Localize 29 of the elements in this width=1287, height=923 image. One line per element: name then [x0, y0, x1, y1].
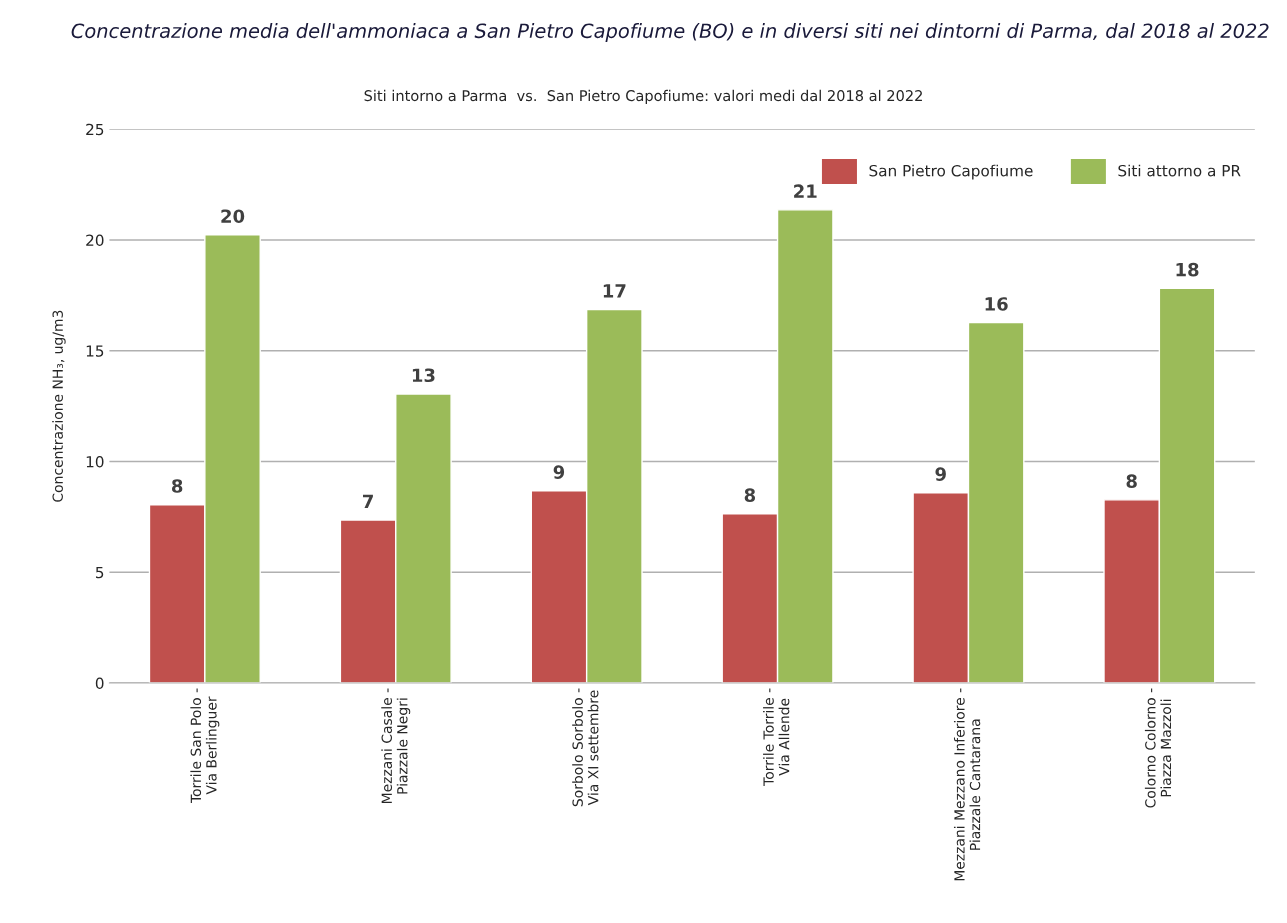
data-label: 9 — [935, 467, 946, 481]
y-tick-label: 0 — [95, 677, 104, 690]
data-label: 13 — [412, 368, 435, 383]
y-tick-label: 15 — [86, 345, 104, 357]
data-label: 8 — [744, 488, 756, 502]
x-tick-label: Sorbolo Sorbolo - Via XI settembre — [572, 688, 599, 807]
data-label: 8 — [1126, 474, 1137, 488]
data-label: 16 — [985, 297, 1008, 311]
x-tick-label: Colorno Colorno - Piazza Mazzoli — [1144, 688, 1172, 808]
x-tick-label: Torrile Torrile - Via Allende — [763, 688, 790, 786]
y-tick-label: 20 — [86, 234, 104, 246]
legend-label: San Pietro Capofiume — [869, 164, 1033, 180]
x-tick-label: Mezzani Mezzano Inferiore - Piazzale Cantarana — [953, 688, 981, 881]
data-label: 18 — [1176, 262, 1199, 277]
chart-subtitle: Siti intorno a Parma vs. San Pietro Capofiume: valori medi dal 2018 al 2022 — [364, 89, 922, 104]
data-label: 9 — [553, 465, 565, 479]
x-tick-label: Mezzani Casale - Piazzale Negri — [381, 688, 411, 803]
y-axis-title: Concentrazione NH₃, ug/m3 — [52, 310, 66, 502]
chart-title: Concentrazione media dell'ammoniaca a San Pietro Capofiume (BO) e in diversi siti nei dintorni di Parma, dal 2018 al 2022 — [71, 23, 1269, 42]
y-tick-label: 5 — [95, 566, 104, 579]
data-label: 17 — [603, 284, 626, 298]
y-tick-label: 10 — [86, 455, 104, 468]
data-label: 21 — [794, 184, 817, 198]
data-label: 20 — [221, 209, 245, 224]
x-tick-label: Torrile San Polo - Via Berlinguer — [190, 688, 220, 804]
y-tick-label: 25 — [86, 123, 104, 136]
legend-label: Siti attorno a PR — [1118, 164, 1241, 177]
data-label: 8 — [171, 479, 183, 493]
data-label: 7 — [363, 494, 373, 508]
